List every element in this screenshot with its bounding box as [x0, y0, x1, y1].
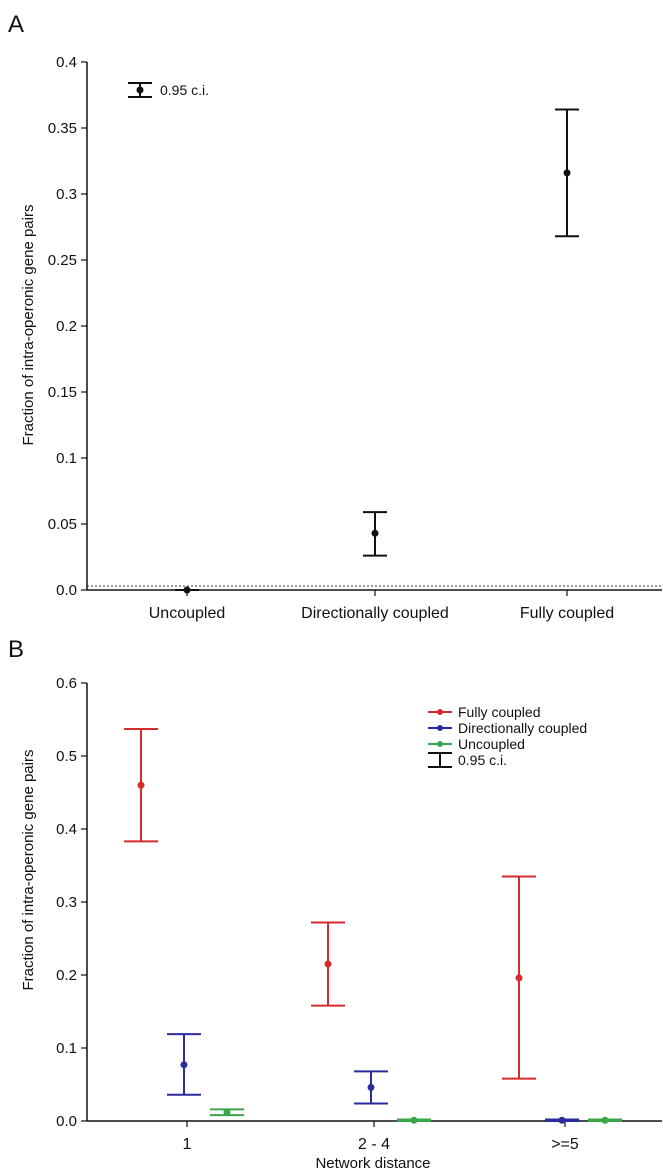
- panel-a-letter: A: [8, 11, 24, 38]
- panel-b-marks: [124, 727, 622, 1124]
- panel-b-axes: [86, 683, 662, 1122]
- y-tick-label: 0.5: [56, 748, 77, 765]
- y-tick-label: 0.35: [48, 120, 77, 137]
- data-point: [371, 529, 379, 537]
- x-category-label: Directionally coupled: [301, 605, 449, 622]
- data-point: [563, 169, 571, 177]
- legend-ci-marker-dot: [136, 86, 144, 94]
- panel-b-x-axis-label: Network distance: [315, 1155, 430, 1172]
- panel-b-x-categories: 1 2 - 4 >=5: [183, 1121, 579, 1153]
- panel-a-y-axis-label: Fraction of intra-operonic gene pairs: [20, 205, 37, 446]
- data-point: [601, 1116, 609, 1124]
- x-category-label: Fully coupled: [520, 605, 614, 622]
- y-tick-label: 0.3: [56, 894, 77, 911]
- x-category-label: 1: [183, 1136, 192, 1153]
- data-point: [183, 586, 191, 594]
- y-tick-label: 0.2: [56, 967, 77, 984]
- legend-ci-label: 0.95 c.i.: [160, 82, 209, 98]
- panel-b-y-axis-label: Fraction of intra-operonic gene pairs: [20, 750, 37, 991]
- y-tick-label: 0.3: [56, 186, 77, 203]
- x-category-label: 2 - 4: [358, 1136, 390, 1153]
- y-tick-label: 0.1: [56, 1040, 77, 1057]
- legend-dot-marker: [437, 709, 443, 715]
- y-tick-label: 0.0: [56, 1113, 77, 1130]
- y-tick-label: 0.05: [48, 516, 77, 533]
- data-point: [558, 1116, 566, 1124]
- data-point: [515, 974, 523, 982]
- panel-a: A Fraction of intra-operonic gene pairs …: [8, 11, 662, 622]
- panel-b-letter: B: [8, 636, 24, 663]
- data-point: [223, 1108, 231, 1116]
- panel-a-legend: 0.95 c.i.: [128, 82, 209, 98]
- y-tick-label: 0.6: [56, 675, 77, 692]
- x-category-label: >=5: [551, 1136, 579, 1153]
- legend-entry-label: 0.95 c.i.: [458, 752, 507, 768]
- panel-a-x-categories: Uncoupled Directionally coupled Fully coup…: [149, 590, 614, 622]
- panel-b: B Fraction of intra-operonic gene pairs …: [8, 636, 662, 1172]
- y-tick-label: 0.4: [56, 54, 77, 71]
- panel-a-marks: [175, 108, 579, 594]
- panel-a-axes: [86, 62, 662, 591]
- data-point: [324, 960, 332, 968]
- data-point: [137, 781, 145, 789]
- data-point: [367, 1083, 375, 1091]
- y-tick-label: 0.4: [56, 821, 77, 838]
- legend-entry-label: Directionally coupled: [458, 720, 587, 736]
- legend-entry-label: Fully coupled: [458, 704, 541, 720]
- y-tick-label: 0.0: [56, 582, 77, 599]
- legend-dot-marker: [437, 741, 443, 747]
- y-tick-label: 0.2: [56, 318, 77, 335]
- y-tick-label: 0.1: [56, 450, 77, 467]
- legend-dot-marker: [437, 725, 443, 731]
- legend-entry-label: Uncoupled: [458, 736, 525, 752]
- data-point: [180, 1061, 188, 1069]
- y-tick-label: 0.15: [48, 384, 77, 401]
- x-category-label: Uncoupled: [149, 605, 226, 622]
- y-tick-label: 0.25: [48, 252, 77, 269]
- panel-a-y-ticks: 0.0 0.05 0.1 0.15 0.2 0.25 0.3 0.35 0.4: [48, 54, 87, 599]
- data-point: [410, 1116, 418, 1124]
- panel-b-y-ticks: 0.0 0.1 0.2 0.3 0.4 0.5 0.6: [56, 675, 87, 1130]
